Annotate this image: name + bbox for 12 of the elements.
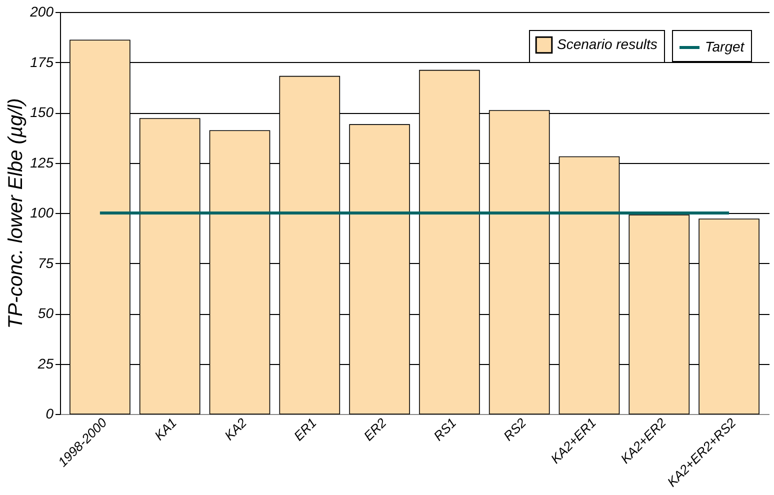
y-tick-label: 0 <box>46 406 54 422</box>
y-tick-label: 25 <box>36 355 54 372</box>
legend-label: Scenario results <box>557 36 658 52</box>
y-tick-label: 100 <box>30 204 54 220</box>
legend-label: Target <box>705 38 746 54</box>
y-tick-label: 200 <box>29 4 54 20</box>
y-tick-label: 75 <box>38 254 54 271</box>
y-tick-label: 125 <box>30 154 54 170</box>
y-axis-title: TP-conc. lower Elbe (µg/l) <box>5 98 28 329</box>
y-tick-label: 175 <box>30 54 54 70</box>
y-tick-label: 150 <box>30 104 54 120</box>
y-tick-label: 50 <box>38 305 54 321</box>
